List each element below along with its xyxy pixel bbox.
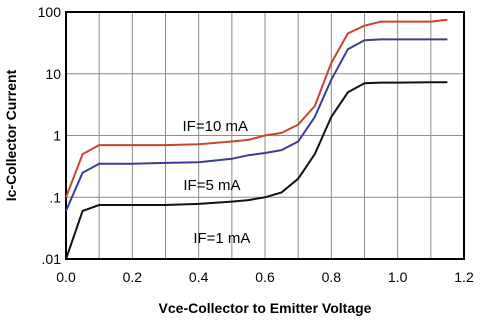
series-label-2: IF=1 mA <box>193 230 250 247</box>
y-tick-labels: .01 .1 1 10 100 <box>38 4 62 267</box>
x-tick-label: 0.0 <box>56 269 76 285</box>
y-tick-label: 1 <box>53 128 61 144</box>
x-tick-label: 0.4 <box>189 269 209 285</box>
y-tick-label: .01 <box>42 251 62 267</box>
series-line-1 <box>65 38 448 212</box>
y-tick-label: 100 <box>38 4 62 20</box>
y-tick-label: 10 <box>45 66 61 82</box>
x-tick-label: 0.8 <box>322 269 342 285</box>
x-tick-labels: 0.0 0.2 0.4 0.6 0.8 1.0 1.2 <box>56 269 474 285</box>
y-axis-label: Ic-Collector Current <box>3 69 19 201</box>
x-axis-label: Vce-Collector to Emitter Voltage <box>159 300 372 316</box>
plot-frame <box>65 11 465 260</box>
series-labels: IF=10 mA IF=5 mA IF=1 mA <box>183 118 251 247</box>
x-tick-label: 1.2 <box>454 269 474 285</box>
x-tick-label: 1.0 <box>388 269 408 285</box>
series-line-0 <box>65 18 448 198</box>
y-tick-label: .1 <box>49 189 61 205</box>
x-tick-label: 0.2 <box>123 269 143 285</box>
series-line-2 <box>65 81 448 260</box>
series-layer <box>65 18 448 260</box>
series-label-0: IF=10 mA <box>183 118 248 135</box>
x-tick-label: 0.6 <box>255 269 275 285</box>
series-label-1: IF=5 mA <box>183 177 240 194</box>
